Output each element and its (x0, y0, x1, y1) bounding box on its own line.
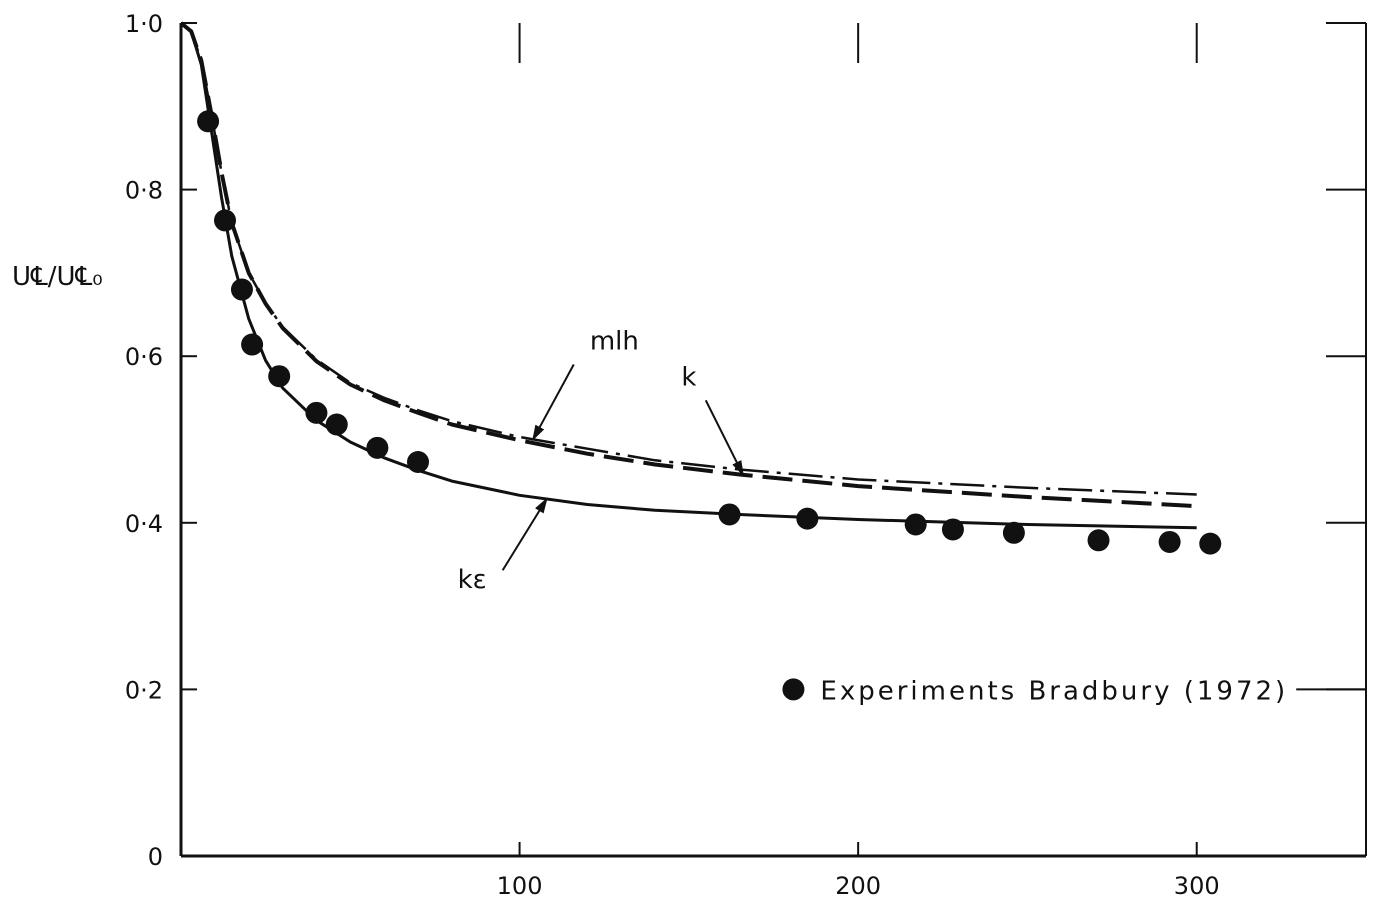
axis-ticks: 0 0·2 0·4 0·6 0·8 1·0 100 200 300 (125, 10, 1366, 900)
y-tick-label: 0·6 (125, 343, 163, 371)
legend-label: Experiments Bradbury (1972) (820, 676, 1288, 706)
y-tick-label: 0·4 (125, 510, 163, 538)
experiment-point (1002, 521, 1025, 544)
series-line-solid (180, 21, 1197, 530)
y-tick-label: 1·0 (125, 10, 163, 38)
series-line-dashed (179, 21, 1197, 509)
experiment-point (241, 333, 264, 356)
y-tick-label: 0·8 (125, 177, 163, 205)
curve-label: k (681, 362, 696, 392)
x-tick-label: 100 (497, 872, 543, 900)
x-tick-label: 200 (835, 872, 881, 900)
experiment-point (230, 278, 253, 301)
experiment-point (1158, 530, 1181, 553)
experiment-point (904, 513, 927, 536)
legend-marker (782, 678, 805, 701)
experiment-point (718, 503, 741, 526)
y-tick-label: 0 (148, 843, 163, 871)
experiment-point (1199, 532, 1222, 555)
curve-label-arrow (501, 497, 548, 571)
y-tick-label: 0·2 (125, 676, 163, 704)
x-tick-label: 300 (1174, 872, 1220, 900)
curve-label: kε (458, 565, 487, 595)
experiment-point (366, 436, 389, 459)
experiment-point (305, 401, 328, 424)
experiment-point (941, 518, 964, 541)
experiment-point (407, 450, 429, 473)
curve-label-arrow (704, 399, 744, 477)
plot-frame (179, 23, 1367, 858)
curve-label-arrow (532, 364, 575, 442)
series-line-dash-dot (180, 22, 1197, 496)
legend: Experiments Bradbury (1972) (782, 676, 1366, 706)
experiment-point (268, 365, 291, 388)
experiment-point (1087, 529, 1110, 552)
annotations: mlh k kε (458, 327, 744, 595)
experiment-point (214, 209, 237, 232)
experiment-point (325, 413, 348, 436)
model-curves (179, 21, 1197, 530)
experiment-points (197, 110, 1222, 555)
experiment-point (796, 507, 819, 530)
curve-label: mlh (590, 327, 639, 357)
experiment-point (197, 110, 220, 133)
y-axis-label: U℄/U℄₀ (12, 262, 103, 292)
